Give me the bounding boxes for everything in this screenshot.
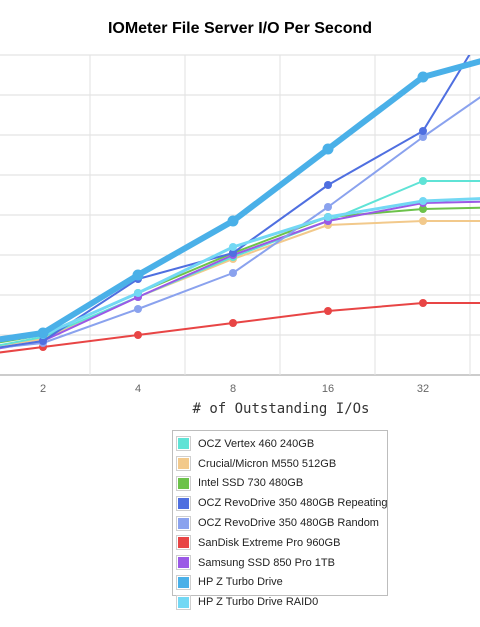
legend-label: Crucial/Micron M550 512GB xyxy=(198,457,337,470)
legend-swatch xyxy=(176,535,191,551)
data-point xyxy=(229,249,237,257)
series-lines xyxy=(0,55,480,354)
x-axis-ticks: 2 4 8 16 32 xyxy=(40,383,429,395)
data-point xyxy=(324,213,332,221)
legend-label: Samsung SSD 850 Pro 1TB xyxy=(198,556,335,569)
series-line xyxy=(0,302,480,354)
legend-item: HP Z Turbo Drive xyxy=(176,573,387,593)
data-point xyxy=(134,289,142,297)
data-point xyxy=(39,337,47,345)
series xyxy=(0,217,480,347)
legend: OCZ Vertex 460 240GB Crucial/Micron M550 … xyxy=(172,430,388,610)
data-point xyxy=(229,269,237,277)
series-line xyxy=(0,206,480,344)
legend-label: OCZ RevoDrive 350 480GB Random xyxy=(198,517,379,530)
data-point xyxy=(419,205,427,213)
x-tick-label: 2 xyxy=(40,383,46,395)
data-point xyxy=(227,215,239,227)
legend-swatch xyxy=(176,594,191,610)
legend-label: HP Z Turbo Drive xyxy=(198,576,283,589)
legend-item: Crucial/Micron M550 512GB xyxy=(176,454,387,474)
data-point xyxy=(419,217,427,225)
legend-swatch xyxy=(176,475,191,491)
data-point xyxy=(419,299,427,307)
data-point xyxy=(229,243,237,251)
legend-swatch xyxy=(176,436,191,452)
data-point xyxy=(419,197,427,205)
chart-title: IOMeter File Server I/O Per Second xyxy=(107,20,373,37)
legend-item: OCZ RevoDrive 350 480GB Repeating xyxy=(176,493,388,513)
series-line xyxy=(0,55,471,349)
series xyxy=(0,299,480,354)
legend-item: HP Z Turbo Drive RAID0 xyxy=(176,592,387,612)
data-point xyxy=(419,133,427,141)
legend-swatch xyxy=(176,456,191,472)
x-tick-label: 8 xyxy=(230,383,236,395)
data-point xyxy=(324,181,332,189)
legend-swatch xyxy=(176,555,191,571)
data-point xyxy=(229,319,237,327)
series xyxy=(0,55,471,349)
data-point xyxy=(322,143,334,155)
data-point xyxy=(134,331,142,339)
legend-item: OCZ RevoDrive 350 480GB Random xyxy=(176,513,387,533)
legend-swatch xyxy=(176,574,191,590)
data-point xyxy=(134,305,142,313)
legend-item: Intel SSD 730 480GB xyxy=(176,474,387,494)
x-tick-label: 16 xyxy=(322,383,334,395)
legend-item: SanDisk Extreme Pro 960GB xyxy=(176,533,387,553)
legend-swatch xyxy=(176,515,191,531)
plot-area: 2 4 8 16 32 xyxy=(0,54,480,395)
data-point xyxy=(324,203,332,211)
legend-swatch xyxy=(176,495,191,511)
x-tick-label: 32 xyxy=(417,383,429,395)
data-point xyxy=(419,127,427,135)
legend-item: OCZ Vertex 460 240GB xyxy=(176,434,387,454)
data-point xyxy=(324,307,332,315)
data-point xyxy=(419,177,427,185)
legend-label: OCZ RevoDrive 350 480GB Repeating xyxy=(198,497,388,510)
x-axis-label: # of Outstanding I/Os xyxy=(192,401,370,417)
legend-label: Intel SSD 730 480GB xyxy=(198,477,304,490)
data-point xyxy=(132,269,144,281)
legend-label: OCZ Vertex 460 240GB xyxy=(198,437,315,450)
legend-item: Samsung SSD 850 Pro 1TB xyxy=(176,553,387,573)
data-point xyxy=(37,327,49,339)
legend-label: SanDisk Extreme Pro 960GB xyxy=(198,536,341,549)
data-point xyxy=(417,71,429,83)
legend-label: HP Z Turbo Drive RAID0 xyxy=(198,596,319,609)
x-tick-label: 4 xyxy=(135,383,141,395)
series xyxy=(0,58,480,343)
